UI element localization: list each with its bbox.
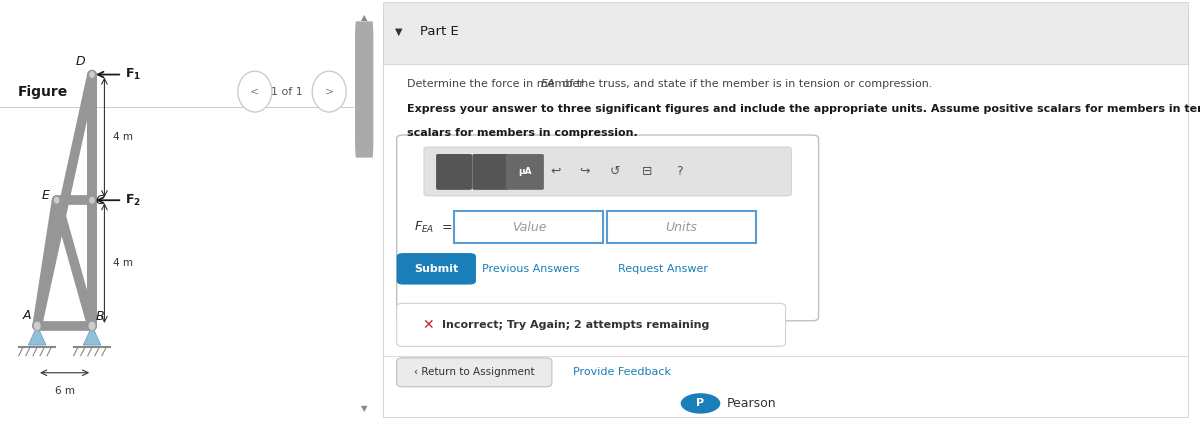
FancyBboxPatch shape — [355, 21, 373, 158]
Text: Value: Value — [511, 221, 546, 233]
Polygon shape — [29, 326, 46, 345]
Text: Figure: Figure — [18, 85, 68, 98]
Circle shape — [54, 196, 60, 204]
Text: E: E — [42, 190, 50, 202]
Text: ⊟: ⊟ — [642, 165, 652, 178]
Circle shape — [89, 196, 95, 204]
Text: of the truss, and state if the member is in tension or compression.: of the truss, and state if the member is… — [559, 79, 932, 89]
Text: Part E: Part E — [420, 26, 458, 38]
Text: Request Answer: Request Answer — [618, 264, 708, 274]
Text: >: > — [324, 86, 334, 97]
Text: C: C — [96, 194, 104, 207]
Text: <: < — [251, 86, 259, 97]
Text: EA: EA — [541, 79, 556, 89]
Text: $F_{EA}$: $F_{EA}$ — [414, 219, 434, 235]
Text: ▼: ▼ — [361, 404, 367, 413]
Text: 1 of 1: 1 of 1 — [271, 86, 302, 97]
FancyBboxPatch shape — [607, 211, 756, 243]
Text: =: = — [442, 221, 452, 233]
Text: μA: μA — [518, 167, 532, 176]
Text: ▼: ▼ — [395, 27, 402, 37]
Text: Pearson: Pearson — [727, 397, 776, 410]
Text: Express your answer to three significant figures and include the appropriate uni: Express your answer to three significant… — [408, 104, 1200, 114]
Text: ▲: ▲ — [361, 13, 367, 22]
FancyBboxPatch shape — [397, 358, 552, 387]
Text: Provide Feedback: Provide Feedback — [572, 367, 671, 377]
Text: Units: Units — [666, 221, 697, 233]
Text: ↺: ↺ — [611, 165, 620, 178]
Text: B: B — [96, 310, 104, 323]
Polygon shape — [83, 326, 101, 345]
Text: $\mathbf{F_1}$: $\mathbf{F_1}$ — [125, 67, 142, 82]
Text: ✕: ✕ — [422, 318, 434, 331]
Text: 4 m: 4 m — [113, 258, 133, 268]
FancyBboxPatch shape — [473, 154, 508, 190]
Circle shape — [238, 71, 272, 112]
Text: A: A — [23, 309, 31, 322]
FancyBboxPatch shape — [505, 154, 544, 190]
Text: ‹ Return to Assignment: ‹ Return to Assignment — [414, 367, 535, 377]
Text: scalars for members in compression.: scalars for members in compression. — [408, 128, 638, 138]
FancyBboxPatch shape — [437, 154, 472, 190]
Circle shape — [88, 321, 96, 331]
FancyBboxPatch shape — [424, 147, 791, 196]
FancyBboxPatch shape — [383, 9, 1188, 417]
Circle shape — [680, 393, 720, 414]
Circle shape — [312, 71, 347, 112]
Text: $\mathbf{F_2}$: $\mathbf{F_2}$ — [125, 193, 140, 208]
FancyBboxPatch shape — [383, 64, 1188, 417]
Circle shape — [34, 321, 41, 331]
FancyBboxPatch shape — [397, 303, 786, 346]
Text: Submit: Submit — [414, 264, 458, 274]
FancyBboxPatch shape — [383, 2, 1188, 66]
Text: Previous Answers: Previous Answers — [481, 264, 580, 274]
Text: ↩: ↩ — [551, 165, 562, 178]
Text: D: D — [76, 55, 85, 68]
FancyBboxPatch shape — [0, 0, 354, 426]
FancyBboxPatch shape — [455, 211, 604, 243]
Text: Incorrect; Try Again; 2 attempts remaining: Incorrect; Try Again; 2 attempts remaini… — [442, 320, 709, 330]
Text: Determine the force in member: Determine the force in member — [408, 79, 588, 89]
Circle shape — [89, 71, 95, 78]
Text: ?: ? — [677, 165, 683, 178]
Text: P: P — [696, 398, 704, 409]
FancyBboxPatch shape — [397, 253, 476, 285]
Text: 6 m: 6 m — [55, 386, 74, 395]
Text: 4 m: 4 m — [113, 132, 133, 142]
Text: ↪: ↪ — [580, 165, 590, 178]
FancyBboxPatch shape — [397, 135, 818, 321]
